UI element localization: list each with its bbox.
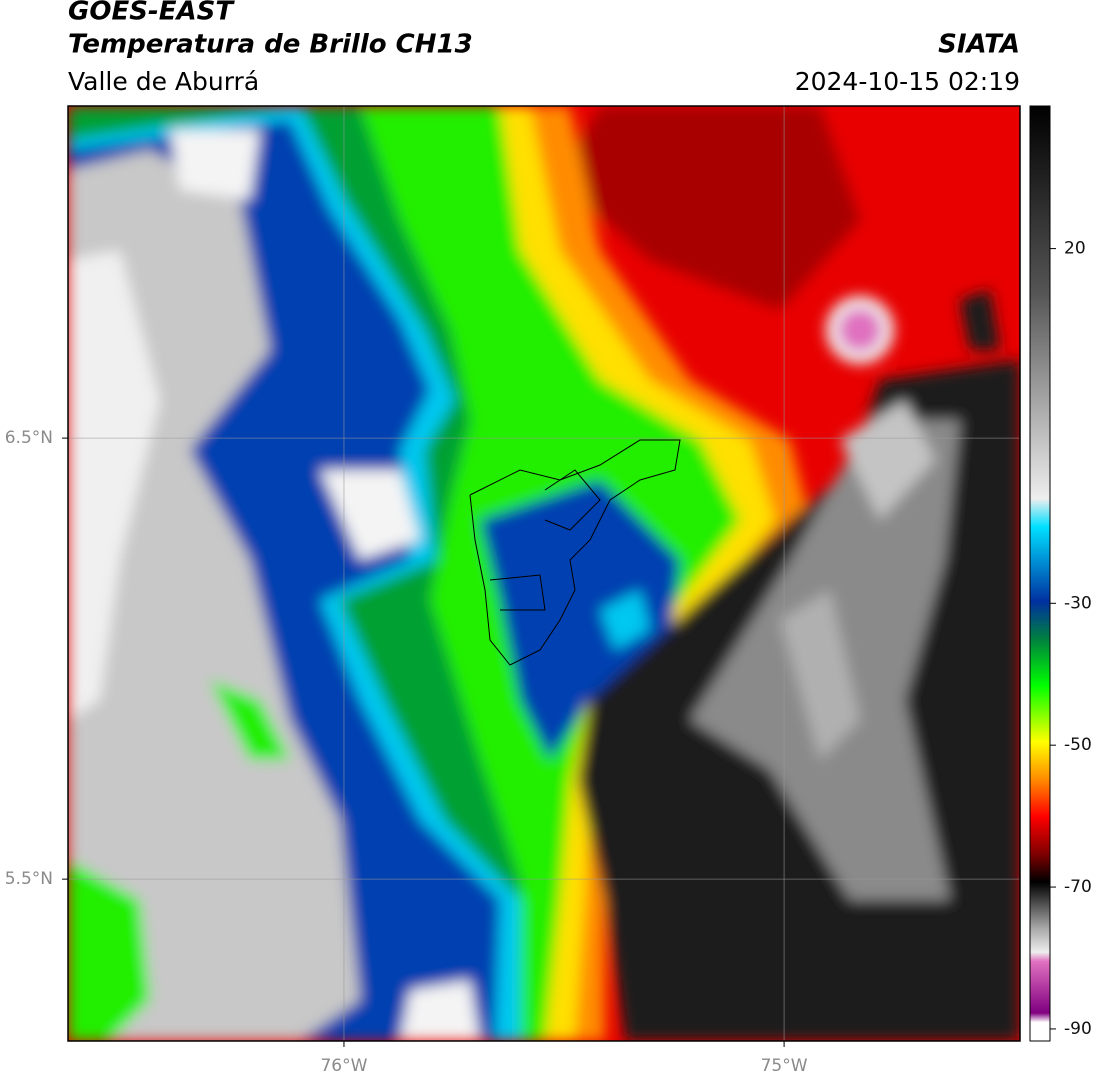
colorbar bbox=[1029, 105, 1051, 1042]
lat-label: 6.5°N bbox=[5, 428, 53, 448]
satellite-image bbox=[68, 106, 1020, 1041]
title: GOES-EAST bbox=[68, 0, 235, 27]
grid bbox=[68, 106, 1020, 1041]
source: SIATA bbox=[938, 30, 1020, 60]
subtitle: Temperatura de Brillo CH13 bbox=[68, 30, 473, 60]
colorbar-label: -50 bbox=[1064, 735, 1092, 755]
map-frame bbox=[67, 105, 1021, 1042]
lon-label: 76°W bbox=[320, 1056, 367, 1076]
region: Valle de Aburrá bbox=[68, 67, 259, 96]
colorbar-label: 20 bbox=[1064, 239, 1086, 259]
timestamp: 2024-10-15 02:19 bbox=[795, 67, 1020, 96]
colorbar-label: -30 bbox=[1064, 593, 1092, 613]
colorbar-label: -70 bbox=[1064, 877, 1092, 897]
lon-label: 75°W bbox=[761, 1056, 808, 1076]
lat-label: 5.5°N bbox=[5, 869, 53, 889]
colorbar-label: -90 bbox=[1064, 1019, 1092, 1039]
